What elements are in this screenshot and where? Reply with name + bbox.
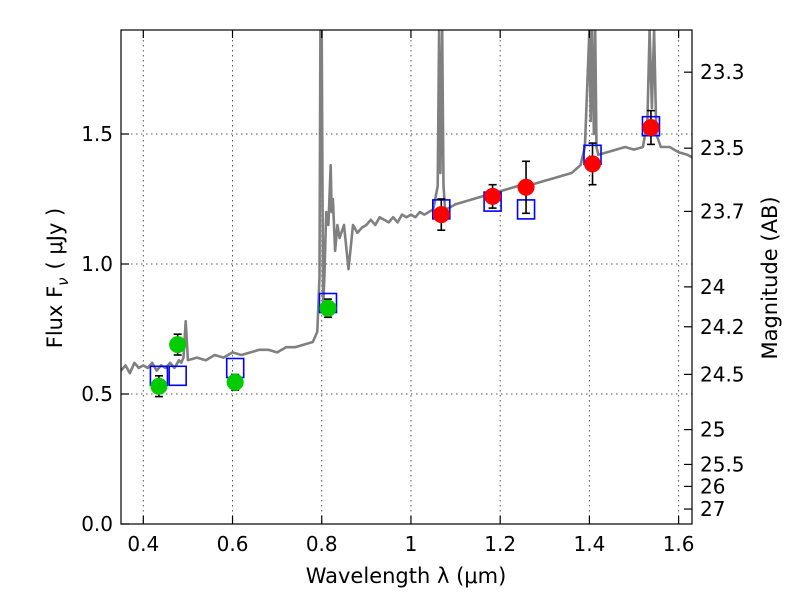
x-tick-label: 0.8 bbox=[306, 532, 338, 556]
x-tick-label: 1.2 bbox=[484, 532, 516, 556]
y-tick-label: 1.0 bbox=[81, 252, 113, 276]
observed-point bbox=[584, 155, 602, 173]
x-tick-label: 1.4 bbox=[573, 532, 605, 556]
plot-area bbox=[121, 30, 692, 398]
mag-tick-label: 24.5 bbox=[700, 362, 745, 386]
observed-point bbox=[226, 373, 244, 391]
x-tick-label: 0.6 bbox=[217, 532, 249, 556]
mag-tick-label: 25.5 bbox=[700, 452, 745, 476]
grid bbox=[121, 30, 692, 525]
y-tick-label: 1.5 bbox=[81, 122, 113, 146]
observed-point bbox=[150, 377, 168, 395]
y-tick-label: 0.0 bbox=[81, 512, 113, 536]
model-photometry-square bbox=[168, 365, 187, 387]
x-tick-label: 1 bbox=[405, 532, 418, 556]
axes-ticks: 0.4 0.6 0.8 1 1.2 1.4 1.6 0.0 0.5 1.0 1.5 23.3 23.5 2… bbox=[81, 30, 745, 556]
observed-point bbox=[484, 187, 502, 205]
observed-point bbox=[642, 119, 660, 136]
observed-point bbox=[319, 299, 337, 317]
mag-tick-label: 24.2 bbox=[700, 315, 745, 339]
observed-point bbox=[169, 336, 187, 354]
mag-tick-label: 23.3 bbox=[700, 60, 745, 84]
y2-axis-label: Magnitude (AB) bbox=[758, 196, 782, 359]
x-tick-label: 1.6 bbox=[663, 532, 695, 556]
model-sed-line bbox=[121, 30, 692, 375]
mag-tick-label: 23.5 bbox=[700, 136, 745, 160]
mag-tick-label: 25 bbox=[700, 418, 725, 442]
x-tick-label: 0.4 bbox=[127, 532, 159, 556]
observed-point bbox=[432, 206, 450, 224]
plot-frame bbox=[120, 29, 693, 525]
y-axis-label: Flux Fν( μJy ) bbox=[43, 208, 72, 349]
mag-tick-label: 24 bbox=[700, 275, 725, 299]
observed-point bbox=[517, 178, 535, 196]
mag-tick-label: 26 bbox=[700, 474, 725, 498]
x-axis-label: Wavelength λ (μm) bbox=[306, 564, 507, 588]
y-tick-label: 0.5 bbox=[81, 382, 113, 406]
mag-tick-label: 23.7 bbox=[700, 199, 745, 223]
mag-tick-label: 27 bbox=[700, 497, 725, 521]
